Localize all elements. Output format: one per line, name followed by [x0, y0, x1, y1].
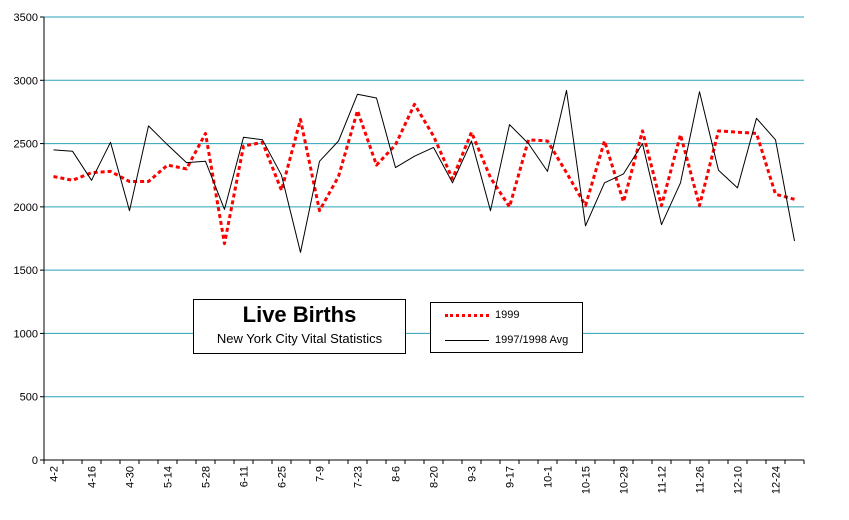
y-tick-label: 1500: [14, 265, 38, 277]
legend-swatch-avg: [445, 340, 489, 341]
x-tick-label: 4-2: [49, 466, 61, 482]
x-tick-label: 4-30: [125, 466, 137, 488]
x-tick-label: 7-9: [315, 466, 327, 482]
x-tick-label: 12-24: [771, 466, 783, 494]
x-tick-label: 8-20: [429, 466, 441, 488]
x-tick-label: 10-29: [619, 466, 631, 494]
x-tick-label: 4-16: [87, 466, 99, 488]
x-tick-label: 12-10: [733, 466, 745, 494]
legend-swatch-1999: [445, 314, 489, 317]
legend-entry-1999: 1999: [431, 308, 582, 322]
x-tick-label: 5-28: [201, 466, 213, 488]
x-tick-label: 11-26: [695, 466, 707, 493]
chart-subtitle: New York City Vital Statistics: [216, 331, 383, 346]
legend-label-1999: 1999: [495, 309, 520, 321]
y-tick-label: 2500: [14, 139, 38, 151]
chart-title: Live Births: [242, 302, 357, 327]
plot-area: [44, 17, 804, 460]
x-tick-label: 5-14: [163, 466, 175, 488]
x-tick-label: 9-17: [505, 466, 517, 488]
series-line-avg: [53, 89, 795, 253]
x-tick-label: 6-11: [239, 466, 251, 487]
series-line-1999: [53, 102, 795, 246]
x-tick-label: 9-3: [467, 466, 479, 482]
legend: 1999 1997/1998 Avg: [430, 302, 583, 353]
x-tick-label: 6-25: [277, 466, 289, 488]
y-tick-label: 0: [32, 455, 38, 467]
x-tick-label: 10-15: [581, 466, 593, 494]
y-tick-label: 1000: [14, 328, 38, 340]
legend-entry-avg: 1997/1998 Avg: [431, 333, 582, 347]
y-tick-label: 3000: [14, 75, 38, 87]
y-tick-label: 500: [20, 392, 38, 404]
x-tick-label: 8-6: [391, 466, 403, 482]
y-tick-label: 2000: [14, 202, 38, 214]
x-tick-label: 7-23: [353, 466, 365, 488]
legend-label-avg: 1997/1998 Avg: [495, 334, 569, 346]
chart-title-box: Live Births New York City Vital Statisti…: [193, 299, 406, 354]
y-tick-label: 3500: [14, 12, 38, 24]
x-tick-label: 11-12: [657, 466, 669, 493]
x-tick-label: 10-1: [543, 466, 555, 488]
